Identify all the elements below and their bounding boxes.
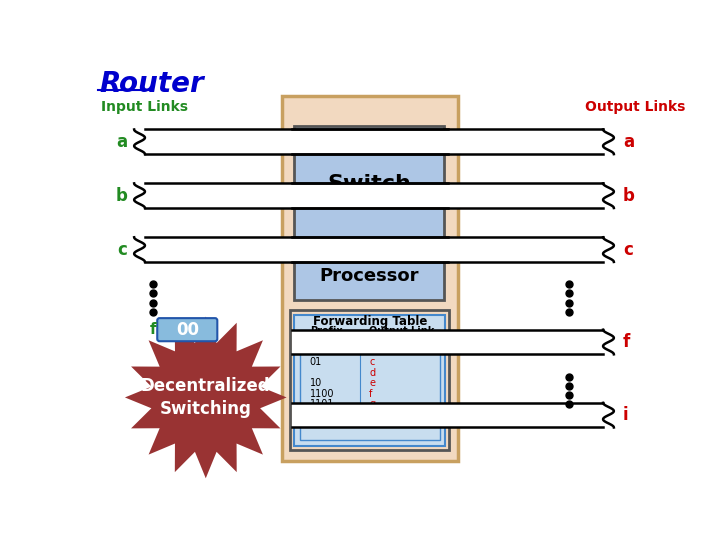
Bar — [282, 96, 457, 461]
Bar — [292, 184, 603, 208]
Bar — [290, 309, 449, 450]
Text: a: a — [116, 133, 127, 151]
Text: b: b — [115, 187, 127, 205]
Text: i: i — [623, 406, 629, 424]
Text: 1111: 1111 — [310, 420, 334, 430]
Text: 00: 00 — [310, 347, 322, 357]
Text: c: c — [369, 357, 374, 367]
Text: Decentralized
Switching: Decentralized Switching — [141, 376, 271, 419]
Text: b: b — [623, 187, 635, 205]
Text: Router: Router — [99, 70, 204, 98]
Bar — [145, 184, 448, 208]
Bar — [145, 237, 448, 262]
FancyBboxPatch shape — [157, 318, 217, 341]
Text: a: a — [623, 133, 634, 151]
Text: e: e — [369, 378, 375, 388]
Text: a: a — [369, 336, 375, 347]
Bar — [300, 330, 440, 440]
Bar — [294, 315, 445, 446]
Bar — [292, 403, 603, 428]
Text: h: h — [369, 409, 375, 420]
Bar — [294, 126, 444, 242]
Polygon shape — [134, 184, 145, 208]
Text: i: i — [369, 420, 372, 430]
Polygon shape — [603, 330, 614, 354]
Polygon shape — [603, 130, 614, 154]
Bar — [292, 330, 603, 354]
Polygon shape — [603, 184, 614, 208]
Text: g: g — [369, 399, 375, 409]
Text: 00: 00 — [176, 321, 199, 339]
Text: Switch: Switch — [327, 174, 411, 194]
Text: 1101: 1101 — [310, 399, 334, 409]
Bar — [292, 237, 603, 262]
Polygon shape — [134, 130, 145, 154]
Text: Output Links: Output Links — [585, 100, 685, 114]
Text: 10: 10 — [310, 378, 322, 388]
Polygon shape — [603, 237, 614, 262]
Text: c: c — [623, 241, 633, 259]
Bar — [294, 252, 444, 300]
Text: Forwarding Table: Forwarding Table — [312, 315, 427, 328]
Text: b: b — [369, 347, 375, 357]
Text: Processor: Processor — [319, 267, 419, 285]
Text: 0: 0 — [310, 336, 316, 347]
Polygon shape — [603, 403, 614, 428]
Text: Input Links: Input Links — [101, 100, 188, 114]
Text: 1100: 1100 — [310, 389, 334, 399]
Bar — [292, 130, 603, 154]
Polygon shape — [125, 316, 287, 478]
Polygon shape — [134, 237, 145, 262]
Text: c: c — [117, 241, 127, 259]
Text: f: f — [623, 333, 630, 351]
Text: 1110: 1110 — [310, 409, 334, 420]
Text: Output Link: Output Link — [369, 326, 434, 336]
Bar — [145, 130, 448, 154]
Text: 01: 01 — [310, 357, 322, 367]
Text: f: f — [369, 389, 372, 399]
Text: Prefix: Prefix — [310, 326, 342, 336]
Text: f: f — [150, 322, 156, 337]
Text: d: d — [369, 368, 375, 378]
